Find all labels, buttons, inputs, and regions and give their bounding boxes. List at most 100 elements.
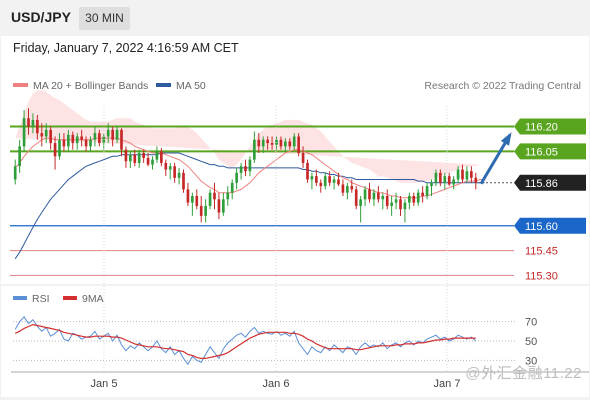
candle-body (341, 184, 345, 193)
ma50-swatch (156, 83, 171, 88)
candle (439, 169, 442, 187)
candle-body (244, 166, 247, 172)
candle (18, 139, 21, 173)
candle (470, 166, 473, 183)
candle-body (279, 139, 283, 147)
candle-body (328, 176, 331, 183)
candle-body (226, 192, 230, 200)
candle-body (315, 176, 318, 183)
price-label-text: 115.30 (525, 270, 558, 282)
candle (53, 136, 57, 170)
candle-body (208, 192, 212, 206)
candle (381, 192, 385, 210)
candle-body (465, 171, 469, 180)
candle (447, 172, 451, 187)
candle (182, 169, 185, 193)
price-label-bg (514, 174, 586, 191)
candle-body (452, 179, 455, 185)
watermark: @外汇金融11.22 (465, 365, 582, 382)
candle-body (430, 182, 433, 187)
candle-body (62, 139, 66, 147)
candle (261, 136, 265, 153)
price-label-115.30: 115.30 (525, 270, 558, 282)
candle (350, 179, 354, 193)
x-tick-label: Jan 7 (434, 378, 461, 390)
candle (115, 126, 119, 144)
timeframe-button[interactable]: 30 MIN (79, 7, 130, 30)
candle-body (22, 118, 26, 147)
price-label-text: 116.05 (525, 146, 558, 158)
candle-body (421, 192, 424, 196)
candle (377, 186, 380, 203)
candle-body (301, 153, 305, 163)
candle-body (394, 199, 398, 203)
candle (222, 192, 225, 216)
price-label-text: 115.60 (525, 221, 558, 233)
candle (129, 151, 132, 168)
candle (186, 182, 190, 206)
candle (199, 196, 203, 223)
candle-body (111, 129, 114, 140)
candle-body (354, 189, 358, 206)
candle (354, 186, 358, 210)
candle (244, 159, 247, 177)
rsi-swatch (13, 296, 27, 301)
candle-body (213, 192, 216, 200)
candle-body (253, 139, 256, 160)
candle-body (416, 192, 420, 203)
candle (297, 133, 300, 157)
9ma-swatch (63, 296, 77, 301)
candle (36, 114, 39, 140)
candle (137, 149, 141, 168)
candle-body (346, 186, 349, 193)
candle-body (368, 189, 371, 200)
candle (257, 133, 261, 153)
candle-body (89, 139, 92, 147)
candle (124, 146, 128, 168)
candle (44, 123, 48, 144)
candle (319, 179, 323, 193)
candle (142, 149, 145, 163)
candle-body (377, 192, 380, 200)
candle-body (195, 196, 199, 206)
candle-body (106, 129, 110, 137)
candle-body (173, 166, 176, 178)
candle-body (71, 134, 75, 144)
candle (363, 186, 367, 206)
candle (230, 179, 234, 200)
price-label-115.45: 115.45 (525, 246, 558, 258)
candle (22, 110, 26, 152)
candle (332, 176, 336, 190)
candle (408, 192, 411, 210)
candle-body (239, 166, 243, 173)
legend-ma20: MA 20 + Bollinger Bands (13, 80, 148, 92)
candle-body (390, 202, 393, 206)
candle-body (235, 172, 238, 183)
candle-body (137, 153, 141, 163)
candle (416, 189, 420, 206)
candle-body (31, 119, 35, 127)
candle-body (75, 136, 79, 144)
legend-ma20-label: MA 20 + Bollinger Bands (33, 80, 149, 92)
candle (146, 153, 150, 167)
candle-body (230, 182, 234, 193)
candle-body (474, 177, 478, 183)
candle-body (350, 186, 354, 190)
candle (235, 167, 238, 190)
candle (372, 189, 376, 206)
candle (474, 172, 478, 190)
candle (359, 196, 362, 223)
candle-body (266, 139, 269, 144)
candle-body (160, 151, 163, 163)
candle (368, 182, 371, 203)
candle (306, 159, 309, 183)
candle (452, 176, 455, 190)
candle-body (177, 172, 181, 178)
candle-body (40, 133, 44, 137)
candle-body (399, 199, 402, 210)
candle (208, 189, 212, 210)
candle-body (443, 176, 447, 183)
candle-body (270, 143, 274, 145)
candle-body (461, 169, 464, 180)
